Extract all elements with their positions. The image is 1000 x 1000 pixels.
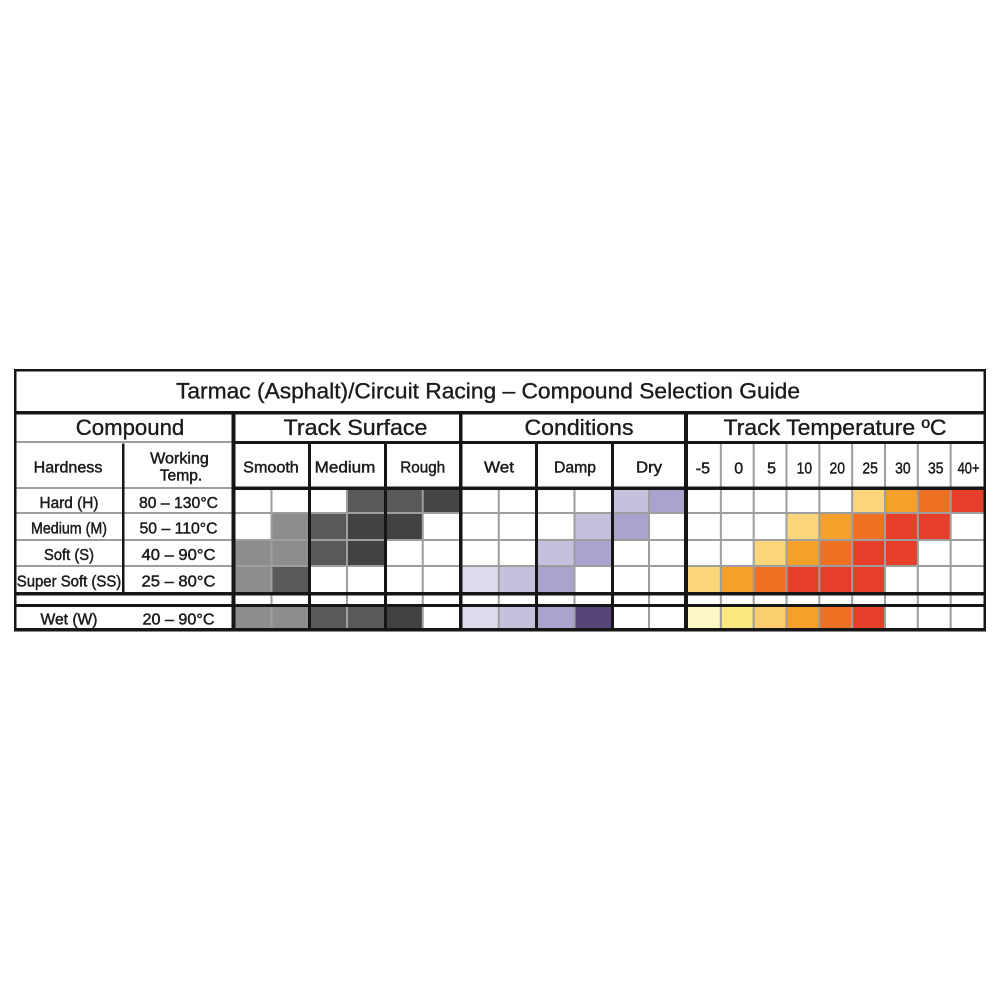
svg-text:Super Soft (SS): Super Soft (SS): [17, 574, 122, 591]
svg-text:Track Surface: Track Surface: [284, 415, 428, 440]
svg-text:Dry: Dry: [636, 460, 662, 477]
svg-text:Smooth: Smooth: [243, 460, 299, 477]
svg-text:-5: -5: [696, 461, 710, 478]
svg-text:80 – 130°C: 80 – 130°C: [139, 495, 218, 512]
svg-text:Rough: Rough: [400, 460, 445, 477]
svg-text:20: 20: [830, 461, 846, 478]
svg-text:35: 35: [928, 461, 944, 478]
svg-text:Medium (M): Medium (M): [31, 521, 107, 538]
svg-text:Tarmac (Asphalt)/Circuit Racin: Tarmac (Asphalt)/Circuit Racing – Compou…: [176, 379, 800, 404]
svg-text:Wet: Wet: [484, 460, 515, 477]
svg-text:Compound: Compound: [76, 415, 185, 440]
svg-text:50 – 110°C: 50 – 110°C: [140, 521, 218, 538]
svg-text:Temp.: Temp.: [160, 468, 203, 485]
svg-text:Hardness: Hardness: [34, 460, 103, 477]
svg-text:Medium: Medium: [315, 460, 376, 477]
svg-text:Wet (W): Wet (W): [41, 612, 98, 629]
svg-text:Hard (H): Hard (H): [40, 495, 99, 512]
svg-text:Soft (S): Soft (S): [44, 547, 94, 564]
svg-text:25: 25: [862, 461, 878, 478]
svg-text:30: 30: [895, 461, 911, 478]
svg-text:5: 5: [767, 461, 776, 478]
svg-text:0: 0: [734, 461, 743, 478]
svg-text:Damp: Damp: [554, 460, 596, 477]
svg-text:40 – 90°C: 40 – 90°C: [142, 547, 216, 564]
svg-text:Conditions: Conditions: [525, 415, 634, 440]
svg-text:Working: Working: [150, 451, 209, 468]
svg-text:Track Temperature ºC: Track Temperature ºC: [724, 415, 947, 440]
svg-text:25 – 80°C: 25 – 80°C: [142, 574, 216, 591]
svg-text:40+: 40+: [958, 461, 980, 478]
svg-text:10: 10: [797, 461, 813, 478]
svg-text:20 – 90°C: 20 – 90°C: [143, 612, 215, 629]
